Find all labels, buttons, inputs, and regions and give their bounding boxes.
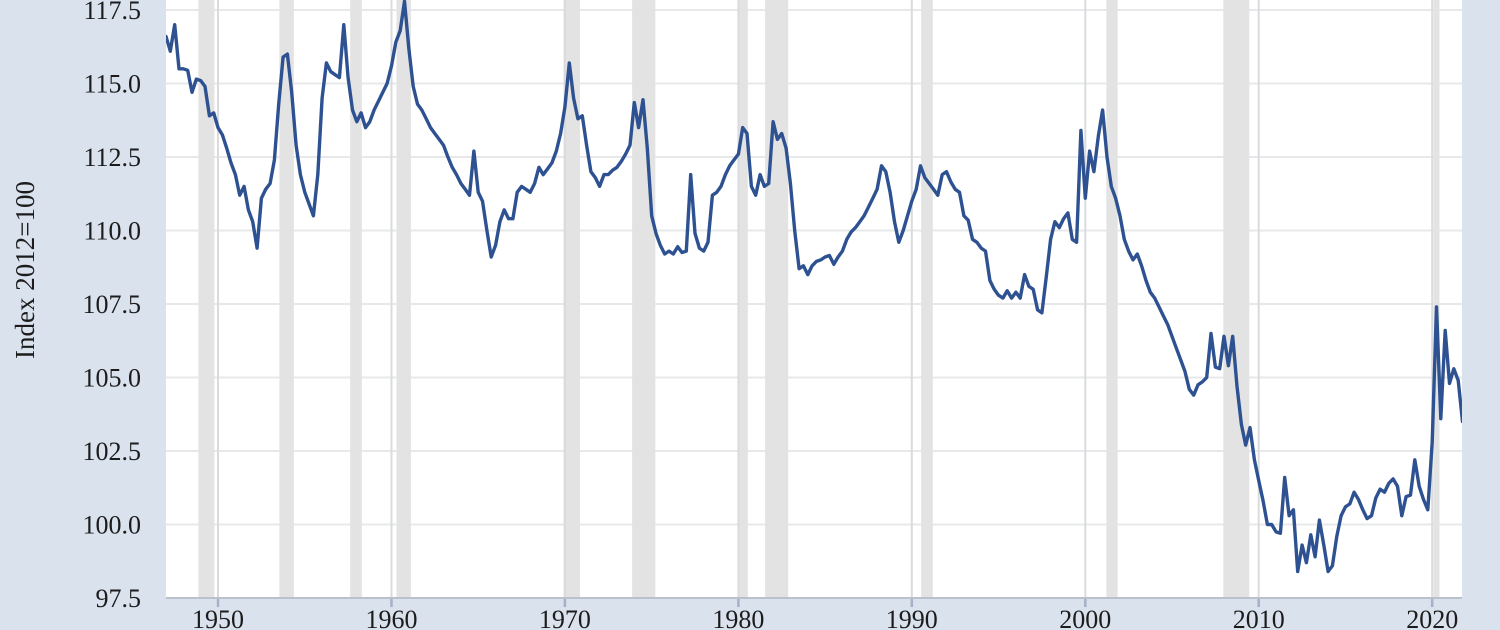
- x-tick-label: 1980: [712, 605, 764, 630]
- data-line: [166, 0, 1462, 574]
- x-tick-label: 1950: [192, 605, 244, 630]
- y-tick-label: 107.5: [83, 290, 142, 319]
- recession-band: [921, 0, 933, 598]
- y-tick-label: 110.0: [83, 217, 141, 246]
- x-tick-label: 2010: [1233, 605, 1285, 630]
- y-tick-label: 102.5: [83, 437, 142, 466]
- recession-band: [396, 0, 411, 598]
- recession-band: [739, 0, 748, 598]
- y-axis-title: Index 2012=100: [10, 181, 40, 359]
- x-tick-label: 1990: [886, 605, 938, 630]
- x-tick-label: 2000: [1059, 605, 1111, 630]
- y-tick-label: 97.5: [96, 584, 142, 613]
- x-tick-label: 1960: [366, 605, 418, 630]
- recession-band: [279, 0, 294, 598]
- recession-band: [1223, 0, 1250, 598]
- y-tick-label: 115.0: [83, 70, 141, 99]
- recession-band: [632, 0, 656, 598]
- y-tick-label: 112.5: [83, 143, 141, 172]
- recession-band: [198, 0, 215, 598]
- recession-band: [1433, 0, 1440, 598]
- y-tick-label: 105.0: [83, 364, 142, 393]
- y-tick-label: 117.5: [83, 0, 141, 25]
- recession-band: [1106, 0, 1118, 598]
- x-tick-label: 2020: [1406, 605, 1458, 630]
- y-tick-label: 100.0: [83, 511, 142, 540]
- recession-band: [563, 0, 580, 598]
- recession-band: [350, 0, 362, 598]
- x-tick-label: 1970: [539, 605, 591, 630]
- recession-band: [765, 0, 789, 598]
